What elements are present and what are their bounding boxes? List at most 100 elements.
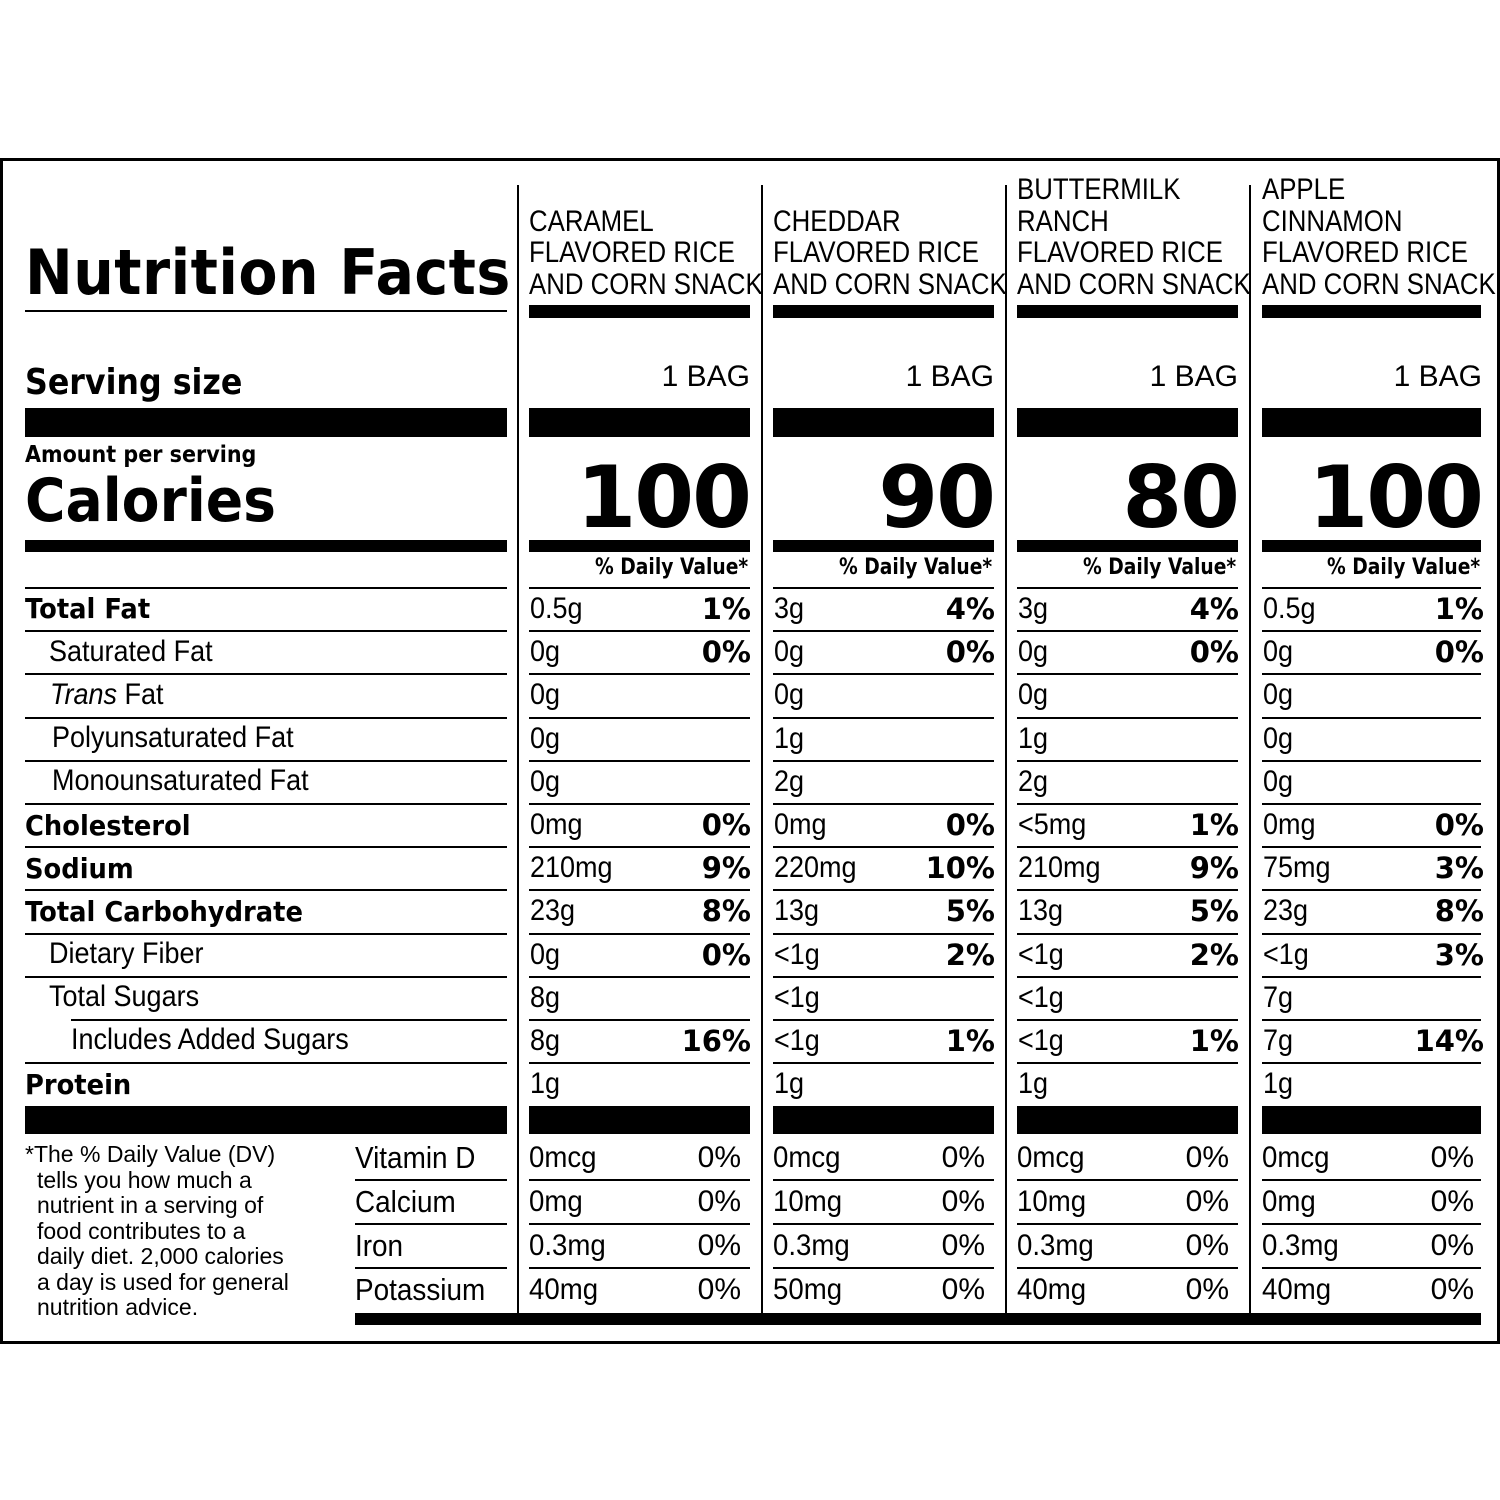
amount-cholesterol: 0mg [530,808,583,841]
amount-trans-fat: 0g [1263,678,1294,711]
row-divider [1017,673,1238,675]
vitamin-dv-iron: 0% [697,1229,741,1262]
row-divider [25,1062,507,1064]
row-divider [773,673,994,675]
amount-polyunsaturated-fat: 1g [774,722,805,755]
calories-bar [529,540,750,552]
row-divider [773,630,994,632]
amount-added-sugars: <1g [774,1024,820,1057]
amount-added-sugars: 7g [1263,1024,1294,1057]
row-divider [773,933,994,935]
amount-trans-fat: 0g [1018,678,1049,711]
row-divider [529,803,750,805]
row-divider [773,1019,994,1021]
row-divider [529,846,750,848]
vitamin-divider [355,1267,507,1269]
amount-dietary-fiber: 0g [530,938,561,971]
protein-bar [1262,1106,1481,1134]
dv-cholesterol: 0% [1434,808,1484,842]
vitamin-amount-iron: 0.3mg [1262,1229,1339,1262]
row-divider [773,1062,994,1064]
amount-total-sugars: <1g [774,981,820,1014]
vitamin-divider [773,1223,994,1225]
label-trans-fat: Trans Fat [50,678,164,711]
amount-monounsaturated-fat: 2g [774,765,805,798]
column-divider [517,185,519,1313]
row-divider [773,889,994,891]
vitamin-dv-calcium: 0% [1430,1185,1474,1218]
row-divider [1017,889,1238,891]
row-divider [1262,803,1481,805]
page-title: Nutrition Facts [25,236,511,309]
calories-bar [25,540,507,552]
serving-size-label: Serving size [25,362,243,403]
row-divider [529,587,750,589]
row-divider [71,1019,507,1021]
amount-sodium: 210mg [1018,851,1101,884]
dv-sodium: 9% [1189,851,1239,885]
dv-cholesterol: 0% [945,808,995,842]
amount-total-fat: 3g [1018,592,1049,625]
row-divider [25,933,507,935]
row-divider [1017,976,1238,978]
row-divider [773,587,994,589]
vitamin-amount-calcium: 0mg [1262,1185,1316,1218]
amount-total-carbohydrate: 23g [1263,894,1309,927]
row-divider [529,1062,750,1064]
vitamin-divider [773,1179,994,1181]
row-divider [1262,933,1481,935]
row-divider [1262,760,1481,762]
dv-dietary-fiber: 3% [1434,938,1484,972]
dv-saturated-fat: 0% [701,635,751,669]
amount-protein: 1g [1018,1067,1049,1100]
amount-polyunsaturated-fat: 0g [530,722,561,755]
vitamin-dv-vitamin-d: 0% [941,1141,985,1174]
bottom-bar [355,1313,1481,1325]
row-divider [1017,846,1238,848]
dv-cholesterol: 1% [1189,808,1239,842]
row-divider [1262,1019,1481,1021]
amount-added-sugars: 8g [530,1024,561,1057]
vitamin-dv-vitamin-d: 0% [1185,1141,1229,1174]
row-divider [529,889,750,891]
row-divider [25,889,507,891]
vitamin-divider [355,1179,507,1181]
serving-bar [773,408,994,437]
row-divider [25,587,507,589]
vitamin-dv-potassium: 0% [941,1273,985,1306]
amount-dietary-fiber: <1g [1263,938,1309,971]
amount-dietary-fiber: <1g [774,938,820,971]
dv-total-carbohydrate: 8% [701,894,751,928]
row-divider [1262,673,1481,675]
vitamin-amount-potassium: 50mg [773,1273,843,1306]
dv-sodium: 9% [701,851,751,885]
vitamin-amount-vitamin-d: 0mcg [1017,1141,1085,1174]
label-iron: Iron [355,1228,404,1263]
daily-value-footnote: *The % Daily Value (DV) tells you how mu… [25,1141,289,1320]
label-potassium: Potassium [355,1272,486,1307]
amount-monounsaturated-fat: 0g [1263,765,1294,798]
calories-label: Calories [25,466,277,536]
row-divider [529,630,750,632]
serving-size-value: 1 BAG [1393,360,1482,393]
amount-saturated-fat: 0g [530,635,561,668]
row-divider [529,933,750,935]
label-added-sugars: Includes Added Sugars [71,1023,349,1056]
vitamin-amount-vitamin-d: 0mcg [1262,1141,1330,1174]
label-total-sugars: Total Sugars [49,980,200,1013]
row-divider [529,760,750,762]
vitamin-amount-vitamin-d: 0mcg [529,1141,597,1174]
vitamin-divider [1262,1223,1481,1225]
dv-added-sugars: 14% [1414,1024,1484,1058]
vitamin-amount-potassium: 40mg [1262,1273,1332,1306]
label-polyunsaturated-fat: Polyunsaturated Fat [52,721,294,754]
vitamin-dv-vitamin-d: 0% [697,1141,741,1174]
row-divider [1262,1062,1481,1064]
dv-dietary-fiber: 2% [945,938,995,972]
row-divider [773,976,994,978]
amount-cholesterol: 0mg [1263,808,1316,841]
vitamin-divider [1262,1267,1481,1269]
amount-protein: 1g [1263,1067,1294,1100]
calories-bar [1262,540,1481,552]
row-divider [25,630,507,632]
